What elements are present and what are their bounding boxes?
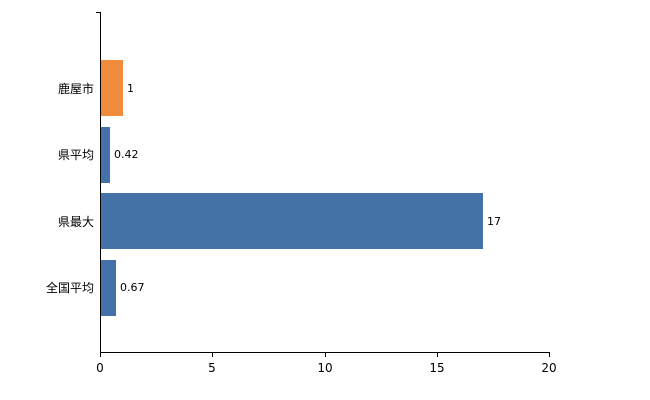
bar-segment [101,259,116,316]
x-axis-tick [325,353,326,357]
x-tick-label: 15 [429,361,445,375]
category-label: 全国平均 [45,281,94,296]
x-tick-label: 0 [96,361,104,375]
bar-segment [101,126,110,183]
x-axis-tick [100,353,101,357]
bar-segment [101,60,123,117]
x-tick-label: 10 [317,361,333,375]
category-label: 鹿屋市 [57,81,94,96]
x-axis-tick [437,353,438,357]
y-axis-top-tick [96,12,100,13]
y-axis-line [100,12,101,353]
category-label: 県平均 [57,148,94,163]
value-label: 1 [127,81,134,95]
x-axis-line [100,352,550,353]
category-label: 県最大 [57,214,94,229]
value-label: 0.42 [114,148,139,162]
x-axis-tick [212,353,213,357]
x-tick-label: 5 [208,361,216,375]
x-axis-tick [549,353,550,357]
x-tick-label: 20 [541,361,557,375]
value-label: 17 [487,214,501,228]
value-label: 0.67 [120,281,145,295]
bar-segment [101,193,483,250]
